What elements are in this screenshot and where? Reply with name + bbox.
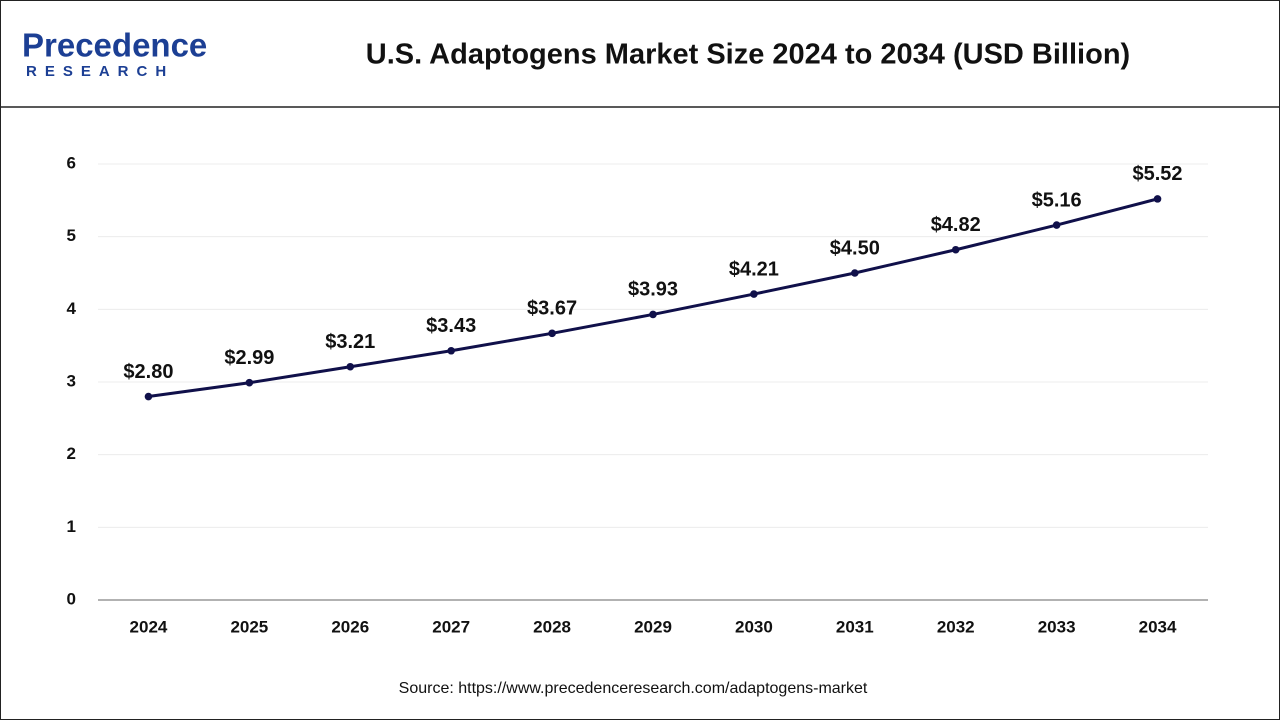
value-label: $3.43 [426,315,476,337]
value-label: $3.93 [628,279,678,301]
data-point [144,392,153,401]
y-tick-label: 0 [67,589,76,608]
value-label: $2.80 [123,361,173,383]
x-tick-label: 2024 [130,617,168,636]
y-tick-label: 5 [67,226,76,245]
x-tick-label: 2032 [937,617,975,636]
data-point [649,310,657,319]
data-point [447,346,455,355]
value-label: $3.21 [325,331,375,353]
x-tick-label: 2033 [1038,617,1076,636]
value-label: $5.16 [1032,189,1082,211]
y-tick-label: 4 [67,299,77,318]
value-label: $5.52 [1133,163,1183,185]
value-label: $4.50 [830,237,880,259]
data-point [750,290,758,298]
x-tick-label: 2034 [1139,617,1177,636]
x-tick-label: 2026 [331,617,369,636]
y-tick-label: 2 [67,444,76,463]
data-point [1052,221,1061,229]
source-note: Source: https://www.precedenceresearch.c… [399,680,868,697]
data-point [346,362,355,371]
y-tick-label: 1 [67,517,76,536]
data-point [851,269,859,277]
chart-title: U.S. Adaptogens Market Size 2024 to 2034… [366,39,1130,71]
x-tick-label: 2027 [432,617,470,636]
data-point [245,378,254,387]
logo-text: Precedence [22,27,207,64]
value-label: $4.82 [931,214,981,236]
data-point [951,245,960,254]
value-label: $3.67 [527,298,577,320]
y-tick-label: 6 [67,153,76,172]
data-point [548,329,556,338]
value-label: $4.21 [729,258,779,280]
x-tick-label: 2029 [634,617,672,636]
y-tick-label: 3 [67,371,76,390]
logo-subtext: RESEARCH [26,63,174,80]
data-point [1153,195,1162,203]
x-tick-label: 2025 [230,617,268,636]
value-label: $2.99 [224,347,274,369]
x-tick-label: 2031 [836,617,874,636]
x-tick-label: 2030 [735,617,773,636]
x-tick-label: 2028 [533,617,571,636]
